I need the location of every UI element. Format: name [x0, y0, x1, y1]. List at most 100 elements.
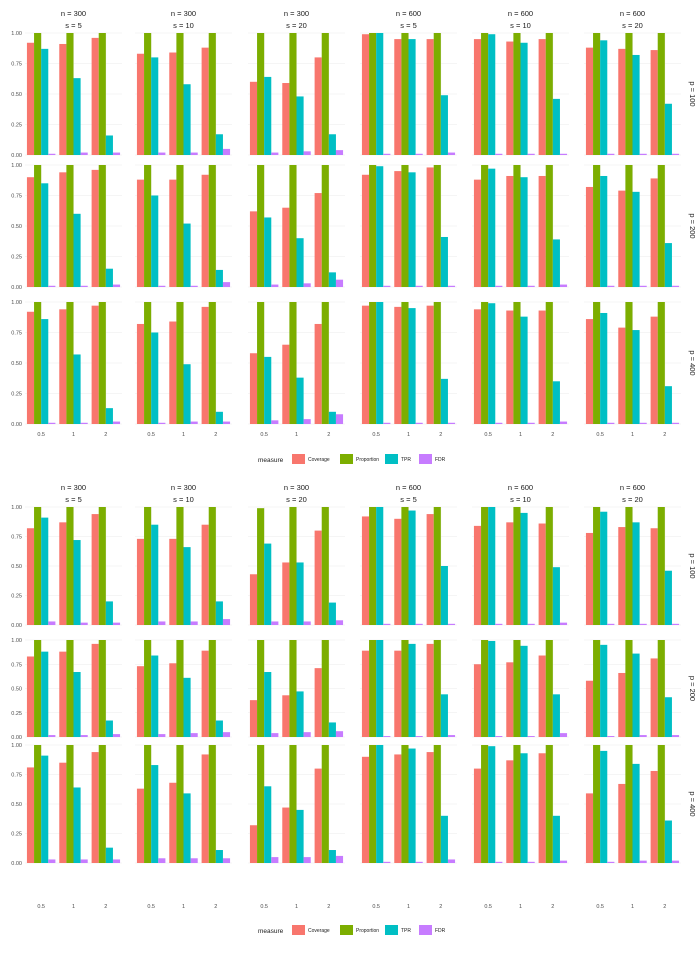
x-tick-label: 1: [631, 432, 634, 438]
facet-s-label: s = 5: [400, 21, 416, 30]
bar-tpr: [664, 570, 672, 625]
y-tick-label: 0.00: [11, 153, 22, 159]
bar-fdr: [112, 284, 121, 287]
bar-coverage: [26, 656, 35, 737]
bar-fdr: [271, 420, 279, 424]
bar-proportion: [34, 507, 42, 625]
bar-coverage: [361, 305, 370, 424]
bar-coverage: [91, 37, 99, 155]
bar-proportion: [257, 745, 265, 863]
bar-coverage: [169, 52, 177, 155]
bar-proportion: [98, 33, 106, 155]
y-tick-label: 0.50: [11, 564, 22, 570]
x-tick-label: 2: [663, 432, 666, 438]
bar-tpr: [488, 746, 496, 863]
bar-tpr: [183, 84, 191, 155]
bar-coverage: [314, 323, 322, 424]
bar-fdr: [447, 285, 456, 287]
bar-coverage: [538, 175, 546, 287]
bar-fdr: [222, 858, 231, 863]
bar-tpr: [440, 815, 448, 863]
x-tick-label: 0.5: [147, 432, 155, 438]
bar-coverage: [314, 768, 322, 863]
bar-coverage: [59, 522, 67, 625]
bar-tpr: [552, 381, 560, 424]
bar-tpr: [105, 847, 113, 863]
x-tick-label: 2: [214, 432, 217, 438]
bar-fdr: [335, 855, 344, 863]
x-tick-label: 1: [295, 432, 298, 438]
bar-tpr: [183, 547, 191, 625]
x-tick-label: 0.5: [37, 432, 45, 438]
bar-tpr: [328, 134, 336, 155]
bar-fdr: [222, 619, 231, 625]
bar-coverage: [585, 319, 594, 424]
bar-proportion: [176, 745, 184, 863]
bar-tpr: [552, 815, 560, 863]
y-tick-label: 0.25: [11, 594, 22, 600]
bar-fdr: [607, 861, 615, 863]
bar-tpr: [296, 377, 304, 424]
bar-coverage: [91, 169, 99, 287]
bar-coverage: [249, 353, 258, 424]
bar-tpr: [552, 98, 560, 155]
bar-coverage: [282, 562, 290, 625]
bar-tpr: [328, 850, 336, 863]
bar-tpr: [264, 217, 272, 287]
bar-proportion: [401, 507, 409, 625]
bar-proportion: [401, 33, 409, 155]
bar-tpr: [328, 272, 336, 287]
bar-proportion: [401, 640, 409, 737]
bar-fdr: [80, 152, 88, 155]
x-tick-label: 2: [104, 904, 107, 910]
bar-coverage: [282, 207, 290, 287]
bar-tpr: [632, 653, 640, 737]
bar-coverage: [314, 668, 322, 737]
facet-row-label: p = 400: [688, 791, 697, 816]
bar-tpr: [664, 386, 672, 424]
bar-tpr: [408, 643, 416, 737]
bar-fdr: [190, 858, 198, 863]
bar-tpr: [664, 103, 672, 155]
bar-fdr: [222, 148, 231, 155]
bar-fdr: [48, 153, 56, 155]
bar-proportion: [66, 745, 74, 863]
bar-coverage: [538, 310, 546, 424]
y-tick-label: 0.50: [11, 802, 22, 808]
x-tick-label: 1: [407, 904, 410, 910]
bar-tpr: [376, 745, 384, 863]
bar-coverage: [169, 321, 177, 424]
bar-tpr: [105, 268, 113, 287]
bar-fdr: [383, 736, 391, 737]
bar-coverage: [282, 344, 290, 424]
facet-s-label: s = 20: [286, 21, 307, 30]
bar-tpr: [41, 183, 49, 287]
bar-fdr: [607, 736, 615, 737]
bar-coverage: [506, 522, 514, 625]
bar-fdr: [335, 620, 344, 625]
bar-coverage: [361, 756, 370, 863]
bar-proportion: [176, 302, 184, 424]
facet-row-label: p = 100: [688, 553, 697, 578]
bar-tpr: [664, 820, 672, 863]
bar-coverage: [394, 754, 402, 863]
bar-fdr: [607, 422, 615, 424]
bar-coverage: [249, 211, 258, 287]
y-tick-label: 1.00: [11, 743, 22, 749]
bar-tpr: [632, 763, 640, 863]
bar-coverage: [618, 190, 626, 287]
bar-coverage: [169, 538, 177, 625]
bar-tpr: [183, 793, 191, 863]
bar-proportion: [625, 302, 633, 424]
facet-n-label: n = 300: [61, 9, 86, 18]
bar-coverage: [618, 327, 626, 424]
bar-fdr: [335, 150, 344, 155]
bar-proportion: [657, 165, 665, 287]
facet-n-label: n = 300: [171, 483, 196, 492]
bar-proportion: [208, 507, 216, 625]
bar-fdr: [559, 284, 568, 287]
bar-proportion: [144, 165, 152, 287]
bar-coverage: [91, 305, 99, 424]
legend-key-coverage: [292, 454, 305, 464]
